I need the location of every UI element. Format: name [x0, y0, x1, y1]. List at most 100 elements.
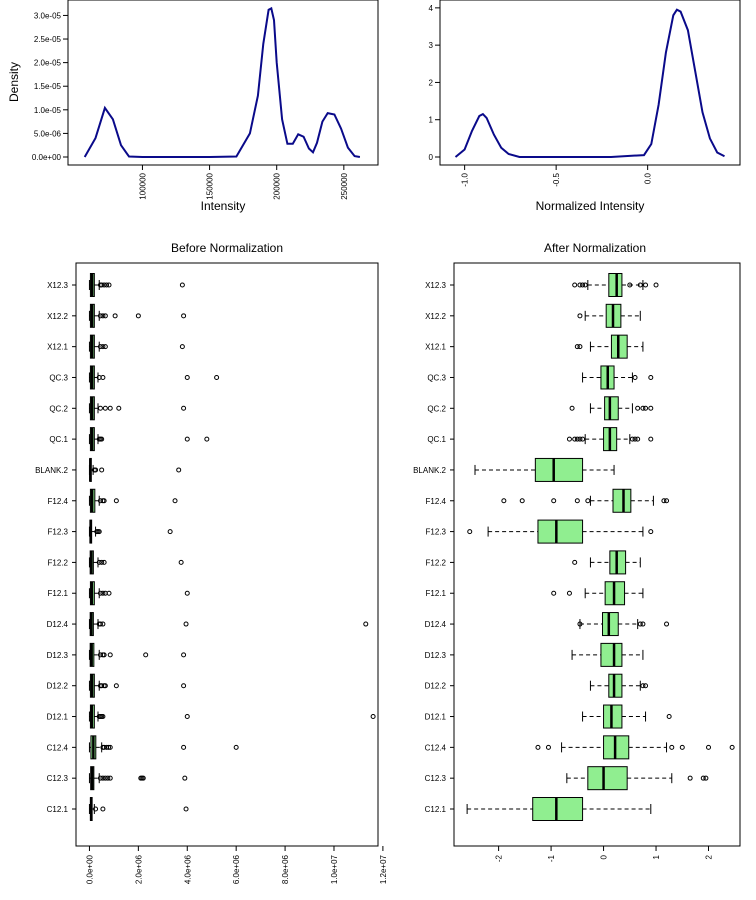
box-before-outlier: [100, 344, 106, 350]
box-before-outlier: [181, 313, 187, 319]
box-before-outlier: [97, 775, 103, 781]
box-after-outlier: [661, 498, 667, 504]
box-after-box: [532, 797, 584, 821]
density-before-xtick-label: 250000: [340, 172, 349, 199]
density-before-ytick-label: 2.0e-05: [34, 59, 62, 68]
box-before-outlier: [99, 282, 105, 288]
box-before-category-label: C12.4: [47, 743, 69, 752]
box-after-outlier: [574, 344, 580, 350]
box-after-outlier: [637, 621, 643, 627]
density-after-axes: -1.0 -0.5 0.0 0 1 2 3 4: [429, 4, 653, 187]
box-after-category-label: D12.2: [425, 682, 447, 691]
box-before-outlier: [140, 775, 146, 781]
box-before-outlier: [106, 282, 112, 288]
box-before-outlier: [181, 683, 187, 689]
box-before-category-label: C12.3: [47, 774, 69, 783]
box-before-xtick-label: 8.0e+06: [281, 854, 290, 884]
box-after-category-label: X12.1: [425, 343, 446, 352]
box-after-outlier: [582, 282, 588, 288]
box-after-category-label: D12.4: [425, 620, 447, 629]
box-before-outlier: [179, 282, 185, 288]
box-after-box: [604, 396, 619, 421]
box-before-marks: C12.1 C12.3 C12.4 D12.1 D12.2 D12.3 D12.4 F12.1…: [35, 273, 388, 884]
box-after-outlier: [703, 775, 709, 781]
density-before-line: [83, 6, 361, 158]
box-after-outlier: [632, 374, 638, 380]
box-after-category-label: F12.3: [426, 528, 447, 537]
box-after-outlier: [637, 282, 643, 288]
box-before-outlier: [179, 344, 185, 350]
box-before-outlier: [113, 498, 119, 504]
box-before-outlier: [204, 436, 210, 442]
density-after-xlabel: Normalized Intensity: [536, 199, 645, 213]
box-after-outlier: [574, 498, 580, 504]
density-after-xtick-label: 0.0: [644, 172, 653, 184]
density-after-ytick-label: 2: [429, 78, 434, 87]
box-after-outlier: [666, 714, 672, 720]
box-after-xtick-label: 1: [652, 854, 661, 859]
density-before-xtick-label: 100000: [138, 172, 147, 199]
box-after-outlier: [577, 621, 583, 627]
box-before-outlier: [183, 806, 189, 812]
box-before-outlier: [181, 652, 187, 658]
density-before-ytick-label: 1.0e-05: [34, 106, 62, 115]
box-after-outlier: [580, 436, 586, 442]
density-after-ytick-label: 1: [429, 116, 434, 125]
box-before-outlier: [101, 282, 107, 288]
box-after-marks: C12.1 C12.3 C12.4 D12.1 D12.2 D12.3 D12.4 F12.1…: [413, 273, 735, 862]
box-after-category-label: C12.1: [425, 805, 447, 814]
box-after-box: [608, 273, 623, 297]
box-after-outlier: [551, 590, 557, 596]
box-before-category-label: X12.2: [47, 312, 68, 321]
box-before-outlier: [112, 313, 118, 319]
box-before-outlier: [100, 374, 106, 380]
box-after-outlier: [545, 744, 551, 750]
box-after-outlier: [577, 436, 583, 442]
box-after-xtick-label: -2: [495, 854, 504, 862]
box-after-outlier: [535, 744, 541, 750]
box-after-outlier: [566, 436, 572, 442]
box-after-outlier: [627, 282, 633, 288]
box-after-outlier: [648, 374, 654, 380]
density-before-xtick-label: 150000: [206, 172, 215, 199]
box-before-outlier: [97, 313, 103, 319]
box-before-outlier: [182, 775, 188, 781]
box-after-outlier: [643, 683, 649, 689]
box-before-outlier: [100, 621, 106, 627]
box-after-outlier: [643, 282, 649, 288]
box-before-outlier: [97, 590, 103, 596]
box-after-outlier: [729, 744, 735, 750]
box-after-category-label: BLANK.2: [413, 466, 446, 475]
box-after-outlier: [664, 621, 670, 627]
box-before-outlier: [102, 313, 108, 319]
box-before-category-label: BLANK.2: [35, 466, 68, 475]
box-before-outlier: [96, 529, 102, 535]
box-after-category-label: F12.2: [426, 558, 447, 567]
box-before-outlier: [107, 652, 113, 658]
box-after-box: [603, 704, 623, 729]
box-before-category-label: D12.1: [47, 713, 69, 722]
box-after-category-label: QC.3: [427, 373, 446, 382]
box-before-outlier: [184, 436, 190, 442]
box-before-outlier: [100, 775, 106, 781]
box-before-xtick-label: 0.0e+00: [85, 854, 94, 884]
box-before-category-label: QC.3: [49, 373, 68, 382]
box-before-category-label: F12.2: [48, 558, 69, 567]
box-after-outlier: [572, 282, 578, 288]
density-after-line: [454, 8, 725, 158]
box-after-outlier: [501, 498, 507, 504]
box-after-box: [612, 488, 632, 513]
box-before-outlier: [181, 744, 187, 750]
box-before-outlier: [93, 806, 99, 812]
box-before-category-label: X12.3: [47, 281, 68, 290]
box-after-frame: [453, 262, 741, 847]
box-after-box: [534, 457, 584, 482]
box-after-outlier: [653, 282, 659, 288]
box-after-outlier: [572, 559, 578, 565]
box-before-outlier: [370, 714, 376, 720]
box-after-outlier: [700, 775, 706, 781]
box-before-outlier: [102, 344, 108, 350]
box-before-outlier: [184, 590, 190, 596]
box-before-xtick-label: 1.2e+07: [379, 854, 388, 884]
box-before-outlier: [99, 467, 105, 473]
